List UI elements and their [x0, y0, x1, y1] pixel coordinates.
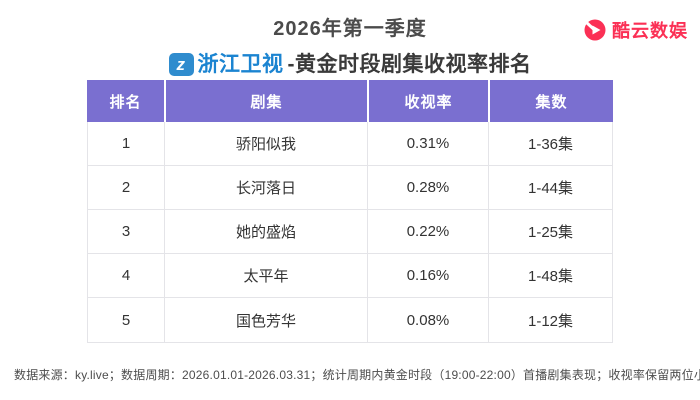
cell-rating: 0.16%: [367, 254, 488, 297]
cell-rating: 0.28%: [367, 166, 488, 209]
cell-episodes: 1-48集: [488, 254, 612, 297]
cell-drama: 她的盛焰: [164, 210, 367, 253]
cell-rank: 2: [121, 179, 131, 196]
title-quarter: 2026年第一季度: [273, 18, 427, 40]
title-main: z 浙江卫视 -黄金时段剧集收视率排名: [0, 48, 700, 78]
channel-name: 浙江卫视: [197, 53, 284, 76]
cell-drama: 骄阳似我: [164, 122, 367, 165]
table-header-row: 排名 剧集 收视率 集数: [87, 80, 613, 122]
col-header-episodes: 集数: [488, 80, 613, 122]
table-row: 4 太平年 0.16% 1-48集: [88, 254, 612, 298]
cell-episodes: 1-12集: [488, 298, 612, 342]
cell-drama: 长河落日: [164, 166, 367, 209]
cell-episodes: 1-25集: [488, 210, 612, 253]
title-suffix: -黄金时段剧集收视率排名: [287, 53, 532, 76]
ratings-table: 排名 剧集 收视率 集数 1 骄阳似我 0.31% 1-36集 2 长河落日 0…: [87, 80, 613, 343]
cell-drama: 国色芳华: [164, 298, 367, 342]
data-source-note: 数据来源：ky.live；数据周期：2026.01.01-2026.03.31；…: [14, 368, 700, 382]
table-row: 2 长河落日 0.28% 1-44集: [88, 166, 612, 210]
cell-rating: 0.31%: [367, 122, 488, 165]
cell-episodes: 1-44集: [488, 166, 612, 209]
table-row: 3 她的盛焰 0.22% 1-25集: [88, 210, 612, 254]
cell-episodes: 1-36集: [488, 122, 612, 165]
kuyun-brand: 酷云数娱: [583, 17, 688, 43]
cell-rating: 0.08%: [367, 298, 488, 342]
cell-rank: 1: [121, 135, 131, 152]
cell-rating: 0.22%: [367, 210, 488, 253]
table-body: 1 骄阳似我 0.31% 1-36集 2 长河落日 0.28% 1-44集 3 …: [87, 122, 613, 343]
col-header-rank: 排名: [87, 80, 164, 122]
table-row: 1 骄阳似我 0.31% 1-36集: [88, 122, 612, 166]
col-header-rating: 收视率: [367, 80, 488, 122]
cell-rank: 5: [121, 311, 131, 329]
kuyun-play-icon: [584, 19, 606, 41]
brand-name: 酷云数娱: [612, 21, 688, 41]
cell-rank: 3: [121, 223, 131, 240]
zhejiang-tv-logo-icon: z: [168, 52, 194, 76]
cell-rank: 4: [121, 267, 131, 284]
table-row: 5 国色芳华 0.08% 1-12集: [88, 298, 612, 342]
cell-drama: 太平年: [164, 254, 367, 297]
col-header-drama: 剧集: [164, 80, 367, 122]
